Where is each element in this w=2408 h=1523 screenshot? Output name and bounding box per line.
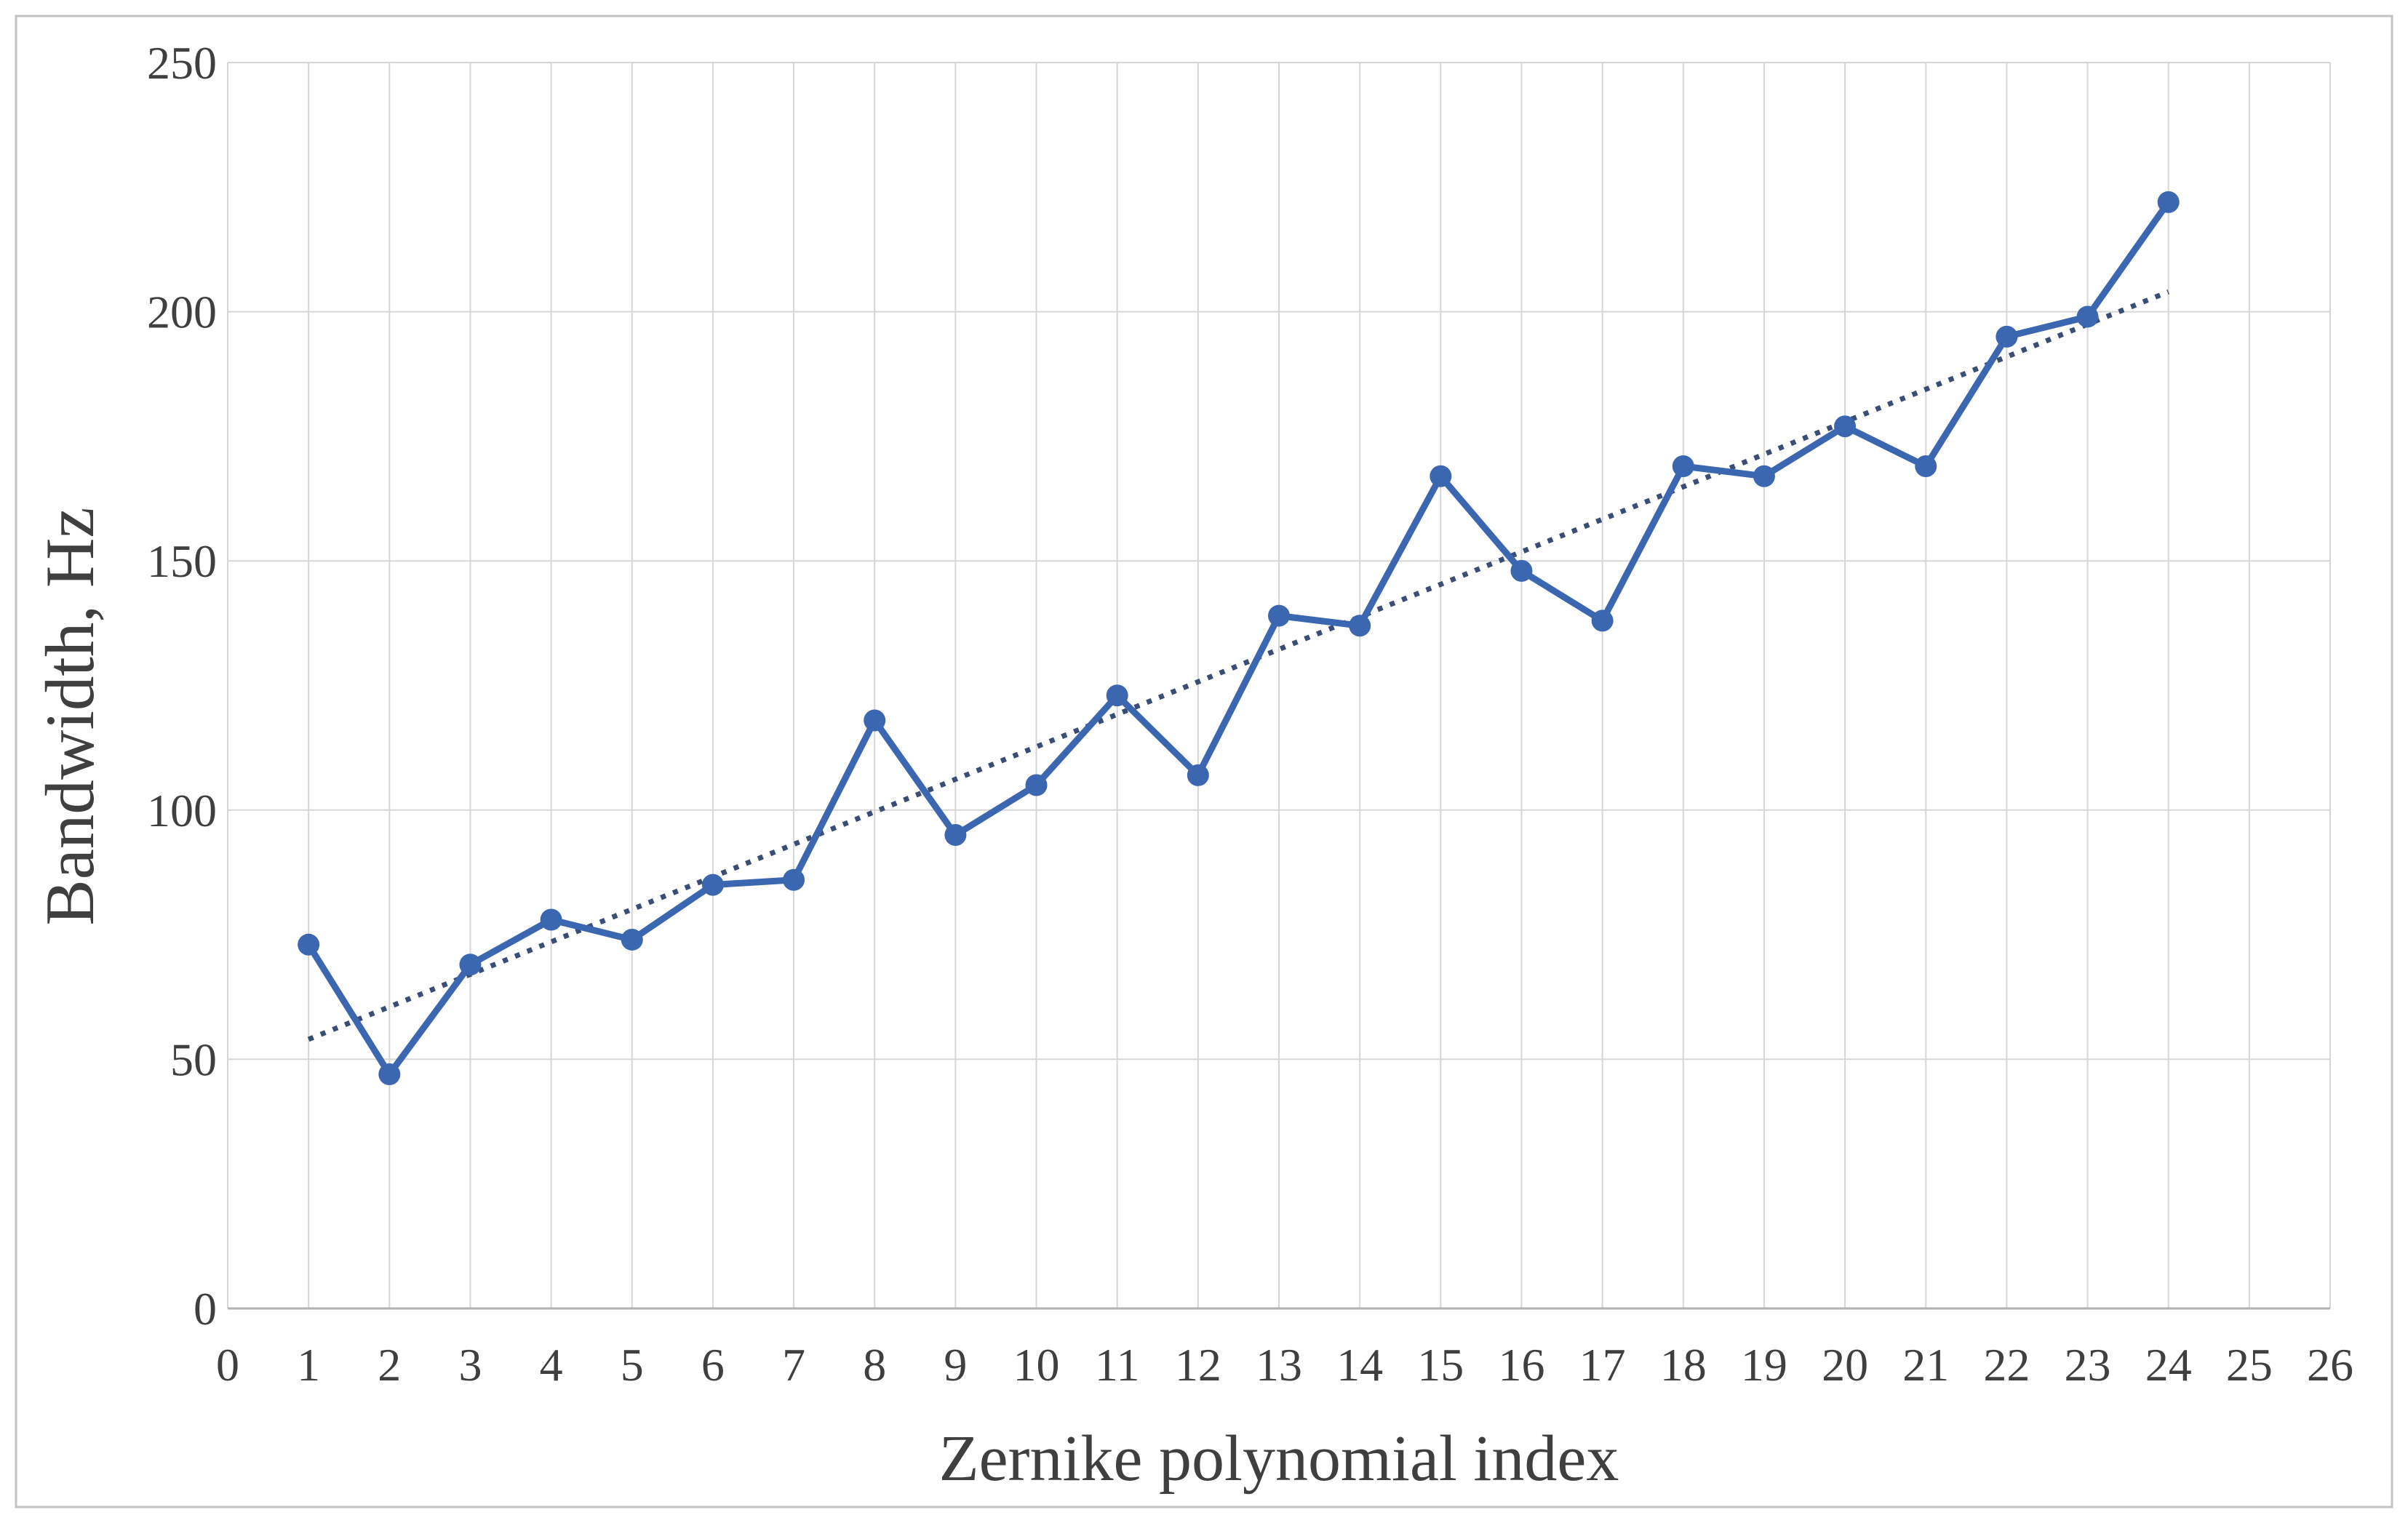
x-tick-label: 20: [1822, 1339, 1868, 1391]
x-tick-label: 9: [944, 1339, 967, 1391]
x-tick-label: 15: [1417, 1339, 1464, 1391]
x-tick-label: 19: [1741, 1339, 1787, 1391]
data-point-marker: [459, 954, 482, 976]
x-tick-label: 18: [1660, 1339, 1707, 1391]
data-point-marker: [1591, 609, 1614, 632]
data-point-marker: [1025, 774, 1048, 796]
data-point-marker: [1268, 604, 1290, 627]
data-point-marker: [621, 928, 643, 951]
x-tick-label: 26: [2307, 1339, 2353, 1391]
data-point-marker: [2157, 191, 2180, 213]
x-axis-title: Zernike polynomial index: [939, 1423, 1619, 1495]
x-tick-label: 1: [297, 1339, 320, 1391]
x-tick-label: 6: [701, 1339, 725, 1391]
x-tick-label: 17: [1579, 1339, 1626, 1391]
x-tick-label: 24: [2145, 1339, 2192, 1391]
data-point-marker: [1510, 559, 1533, 582]
x-tick-label: 0: [216, 1339, 239, 1391]
x-tick-label: 22: [1983, 1339, 2030, 1391]
data-series: [298, 191, 2180, 1085]
x-axis-tick-labels: 0 1 2 3 4 5 6 7 8 9 10 11 12 13 14 15 16 17 18 19 20 21 22 23 24…: [216, 1339, 2353, 1391]
x-tick-label: 23: [2065, 1339, 2111, 1391]
data-point-marker: [1349, 615, 1371, 637]
data-point-marker: [701, 874, 724, 896]
y-tick-label: 0: [194, 1283, 217, 1335]
x-tick-label: 25: [2226, 1339, 2273, 1391]
data-point-marker: [1106, 684, 1128, 707]
data-point-marker: [540, 908, 562, 931]
data-point-marker: [864, 709, 886, 732]
data-point-marker: [1672, 455, 1694, 478]
x-tick-label: 8: [863, 1339, 886, 1391]
y-axis-tick-labels: 0 50 100 150 200 250: [147, 37, 217, 1335]
data-point-marker: [1753, 465, 1775, 487]
y-tick-label: 150: [147, 535, 217, 587]
x-tick-label: 7: [782, 1339, 805, 1391]
data-point-marker: [783, 868, 805, 891]
x-tick-label: 3: [458, 1339, 482, 1391]
x-tick-label: 10: [1013, 1339, 1060, 1391]
data-point-marker: [1834, 415, 1857, 438]
x-tick-label: 5: [621, 1339, 644, 1391]
data-point-marker: [944, 824, 967, 847]
x-tick-label: 4: [540, 1339, 563, 1391]
x-tick-label: 14: [1336, 1339, 1383, 1391]
x-tick-label: 12: [1175, 1339, 1221, 1391]
data-point-marker: [2076, 305, 2099, 328]
x-tick-label: 2: [378, 1339, 401, 1391]
data-point-marker: [378, 1063, 401, 1085]
gridlines: [227, 62, 2331, 1308]
data-point-marker: [1430, 465, 1452, 487]
y-tick-label: 100: [147, 785, 217, 836]
x-tick-label: 21: [1902, 1339, 1949, 1391]
x-tick-label: 13: [1256, 1339, 1302, 1391]
series-line: [305, 199, 2172, 1078]
y-tick-label: 50: [170, 1034, 217, 1085]
data-point-marker: [1915, 455, 1937, 478]
x-tick-label: 16: [1498, 1339, 1544, 1391]
data-point-marker: [1996, 325, 2018, 348]
data-point-marker: [1187, 764, 1209, 786]
x-tick-label: 11: [1095, 1339, 1140, 1391]
data-point-marker: [298, 933, 320, 956]
y-tick-label: 250: [147, 37, 217, 89]
y-axis-title: Bandwidth, Hz: [31, 507, 108, 925]
y-tick-label: 200: [147, 287, 217, 338]
